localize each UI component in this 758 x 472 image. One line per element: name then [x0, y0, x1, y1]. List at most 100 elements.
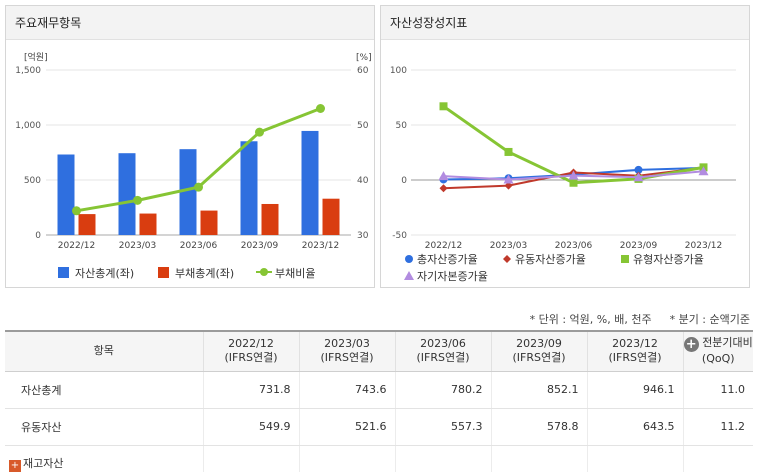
legend-label: 부채총계(좌) — [175, 267, 234, 280]
header-period: 2022/12 (IFRS연결) — [202, 330, 299, 372]
row-label: 재고자산 — [23, 457, 64, 470]
point-marker — [634, 165, 643, 174]
table-row: + 재고자산 — [5, 445, 753, 472]
point-marker — [504, 181, 513, 190]
bar-liabilities — [261, 203, 279, 235]
x-tick: 2023/12 — [685, 241, 722, 251]
bar-liabilities — [78, 214, 96, 235]
compare-sub: (QoQ) — [701, 352, 735, 366]
financial-table: 항목 2022/12 (IFRS연결) 2023/03 (IFRS연결) 2023/… — [5, 330, 753, 472]
series-line — [76, 107, 322, 213]
financial-items-panel: 주요재무항목 [억원] [%] 1,500 1,000 500 0 60 50 40 30 2022… — [5, 5, 375, 288]
point-marker — [504, 147, 513, 156]
plus-icon[interactable]: + — [9, 460, 21, 472]
period: 2023/12 — [612, 337, 658, 351]
point-marker — [404, 271, 414, 280]
legend-label: 유동자산증가율 — [515, 253, 586, 266]
x-tick: 2023/03 — [490, 241, 527, 251]
cell-value: 557.3 — [394, 408, 491, 446]
point-marker — [316, 104, 325, 113]
cell-value — [490, 445, 587, 472]
bar-assets — [179, 149, 197, 235]
bar-assets — [301, 130, 319, 235]
x-tick: 2023/03 — [119, 241, 156, 251]
unit-note: * 단위 : 억원, %, 배, 천주 — [529, 313, 652, 326]
bar-assets — [240, 141, 258, 235]
point-marker — [255, 127, 264, 137]
cell-value: 578.8 — [490, 408, 587, 446]
basis: (IFRS연결) — [416, 351, 470, 365]
legend-swatch — [58, 267, 69, 278]
cell-value: 780.2 — [394, 371, 491, 409]
y-left-tick: 0 — [35, 231, 41, 241]
bar-liabilities — [322, 198, 340, 235]
header-period: 2023/12 (IFRS연결) — [586, 330, 683, 372]
y-tick: 50 — [396, 121, 408, 131]
table-row: 자산총계 731.8 743.6 780.2 852.1 946.1 11.0 — [5, 371, 753, 409]
point-marker — [439, 102, 448, 111]
cell-value — [202, 445, 299, 472]
legend-label: 총자산증가율 — [417, 253, 478, 266]
cell-value: 643.5 — [586, 408, 683, 446]
basis: (IFRS연결) — [320, 351, 374, 365]
header-item: 항목 — [5, 330, 203, 372]
point-marker — [621, 255, 629, 263]
financial-items-chart: [억원] [%] 1,500 1,000 500 0 60 50 40 30 2022/12 2023… — [15, 51, 372, 280]
cell-value: 549.9 — [202, 408, 299, 446]
table-header-row: 항목 2022/12 (IFRS연결) 2023/03 (IFRS연결) 2023/… — [5, 330, 753, 372]
circle-plus-icon[interactable]: + — [683, 337, 699, 353]
cell-value: 731.8 — [202, 371, 299, 409]
legend-label: 유형자산증가율 — [633, 253, 704, 266]
cell-qoq: 11.0 — [682, 371, 753, 409]
legend-marker — [260, 268, 268, 276]
y-right-tick: 60 — [357, 66, 369, 76]
period: 2023/09 — [516, 337, 562, 351]
header-period: 2023/03 (IFRS연결) — [298, 330, 395, 372]
cell-value: 521.6 — [298, 408, 395, 446]
legend-label: 자기자본증가율 — [417, 270, 488, 283]
point-marker — [439, 184, 448, 193]
point-marker — [569, 178, 578, 187]
x-tick: 2023/09 — [241, 241, 279, 251]
cell-value: 946.1 — [586, 371, 683, 409]
point-marker — [698, 166, 709, 176]
period: 2023/03 — [324, 337, 370, 351]
row-label: 유동자산 — [5, 408, 203, 446]
x-tick: 2023/06 — [555, 241, 593, 251]
unit-notes: * 단위 : 억원, %, 배, 천주 * 분기 : 순액기준 — [512, 311, 750, 327]
row-label-expandable[interactable]: + 재고자산 — [5, 445, 203, 472]
header-compare: + 전분기대비 (QoQ) — [682, 330, 753, 372]
y-right-tick: 50 — [357, 121, 369, 131]
period: 2023/06 — [420, 337, 466, 351]
table-row: 유동자산 549.9 521.6 557.3 578.8 643.5 11.2 — [5, 408, 753, 446]
point-marker — [633, 172, 644, 182]
compare-label: 전분기대비 — [702, 336, 753, 350]
legend-swatch — [158, 267, 169, 278]
point-marker — [133, 195, 142, 205]
x-tick: 2022/12 — [58, 241, 95, 251]
y-left-unit: [억원] — [24, 51, 48, 63]
basis: (IFRS연결) — [512, 351, 566, 365]
point-marker — [438, 171, 449, 181]
x-tick: 2023/06 — [180, 241, 218, 251]
x-tick: 2023/12 — [302, 241, 339, 251]
point-marker — [568, 170, 579, 180]
row-label: 자산총계 — [5, 371, 203, 409]
y-right-unit: [%] — [356, 53, 372, 63]
bar-assets — [118, 153, 136, 235]
period: 2022/12 — [228, 337, 274, 351]
point-marker — [194, 182, 203, 192]
basis: (IFRS연결) — [608, 351, 662, 365]
y-tick: -50 — [392, 231, 407, 241]
y-tick: 100 — [390, 66, 407, 76]
basis: (IFRS연결) — [224, 351, 278, 365]
panel-title: 주요재무항목 — [6, 6, 374, 40]
cell-value — [586, 445, 683, 472]
cell-value — [394, 445, 491, 472]
header-period: 2023/09 (IFRS연결) — [490, 330, 587, 372]
x-tick: 2022/12 — [425, 241, 462, 251]
cell-value: 743.6 — [298, 371, 395, 409]
y-left-tick: 500 — [24, 176, 41, 186]
y-left-tick: 1,500 — [15, 66, 41, 76]
bar-liabilities — [200, 210, 218, 235]
